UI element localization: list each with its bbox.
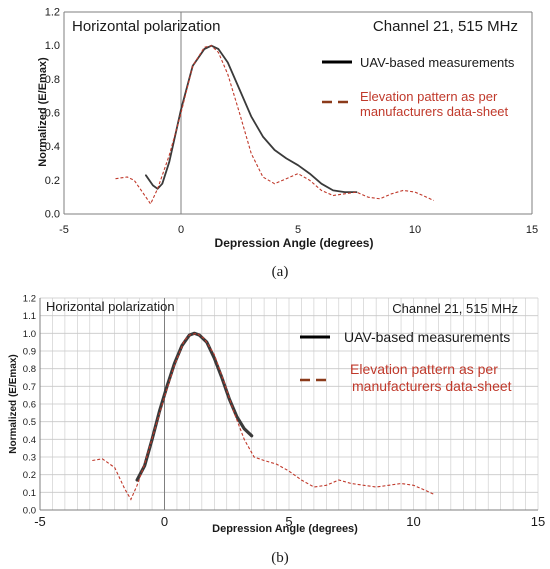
legend-label-line: manufacturers data-sheet bbox=[360, 104, 509, 119]
legend-label-uav-measurements: UAV-based measurements bbox=[344, 329, 510, 345]
y-tick-label: 0.0 bbox=[45, 209, 60, 221]
y-tick-label: 0.2 bbox=[45, 175, 60, 187]
panel-b-chart: -5 0 5 10 15 0.0 0.1 0.2 0.3 0.4 0.5 0.6 0.7 0.8 0.9 1.… bbox=[8, 294, 545, 567]
series-line-uav-measurements bbox=[135, 331, 254, 482]
y-tick-label: 1.1 bbox=[23, 311, 36, 322]
series-line-elevation-pattern bbox=[92, 332, 434, 501]
x-tick-label: 15 bbox=[526, 224, 538, 236]
legend-label-line: Elevation pattern as per bbox=[350, 361, 498, 377]
x-tick-label: -5 bbox=[59, 224, 69, 236]
y-tick-label: 0.4 bbox=[23, 435, 36, 446]
series-line-uav-measurements bbox=[145, 44, 358, 193]
x-axis-label: Depression Angle (degrees) bbox=[215, 236, 374, 250]
x-tick-label: 0 bbox=[178, 224, 184, 236]
y-tick-label: 0.2 bbox=[23, 470, 36, 481]
chart-title: Horizontal polarization bbox=[46, 299, 175, 314]
y-tick-label: 0.6 bbox=[45, 108, 60, 120]
y-axis-label: Normalized (E/Emax) bbox=[8, 354, 19, 453]
y-tick-label: 0.8 bbox=[45, 74, 60, 86]
x-tick-label: 10 bbox=[406, 514, 420, 529]
chart-title: Horizontal polarization bbox=[72, 18, 220, 35]
x-axis-label: Depression Angle (degrees) bbox=[212, 523, 358, 535]
x-tick-label: -5 bbox=[34, 514, 46, 529]
legend-label-elevation-pattern: Elevation pattern as per manufacturers da… bbox=[350, 361, 512, 394]
y-tick-label: 1.0 bbox=[23, 329, 36, 340]
y-tick-label: 0.8 bbox=[23, 364, 36, 375]
x-tick-label: 5 bbox=[285, 514, 292, 529]
y-tick-label: 0.3 bbox=[23, 453, 36, 464]
y-tick-label: 0.9 bbox=[23, 347, 36, 358]
legend-label-line: Elevation pattern as per bbox=[360, 89, 498, 104]
legend-label-line: manufacturers data-sheet bbox=[352, 378, 512, 394]
panel-a-chart: -5 0 5 10 15 0.0 0.2 0.4 0.6 0.8 1.0 1.2 UAV-based m… bbox=[37, 7, 538, 281]
y-axis-label: Normalized (E/Emax) bbox=[37, 57, 49, 167]
y-tick-label: 0.6 bbox=[23, 400, 36, 411]
y-tick-label: 0.1 bbox=[23, 488, 36, 499]
y-tick-label: 0.5 bbox=[23, 417, 36, 428]
y-tick-label: 1.2 bbox=[23, 294, 36, 305]
y-tick-label: 0.0 bbox=[23, 506, 36, 517]
x-tick-label: 5 bbox=[295, 224, 301, 236]
panel-caption: (a) bbox=[272, 264, 289, 280]
x-tick-label: 15 bbox=[531, 514, 545, 529]
y-tick-label: 1.2 bbox=[45, 7, 60, 19]
legend-label-elevation-pattern: Elevation pattern as per manufacturers da… bbox=[360, 89, 509, 119]
y-tick-label: 0.4 bbox=[45, 141, 60, 153]
x-tick-label: 0 bbox=[161, 514, 168, 529]
x-tick-label: 10 bbox=[409, 224, 421, 236]
y-tick-label: 1.0 bbox=[45, 40, 60, 52]
legend-label-uav-measurements: UAV-based measurements bbox=[360, 55, 515, 70]
panel-caption: (b) bbox=[271, 550, 289, 566]
chart-subtitle: Channel 21, 515 MHz bbox=[392, 301, 518, 316]
chart-subtitle: Channel 21, 515 MHz bbox=[373, 18, 518, 35]
y-tick-label: 0.7 bbox=[23, 382, 36, 393]
